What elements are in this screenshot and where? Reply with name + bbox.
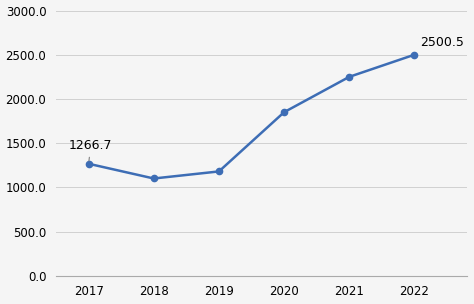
Text: 1266.7: 1266.7 — [69, 139, 112, 161]
Text: 2500.5: 2500.5 — [419, 36, 464, 49]
